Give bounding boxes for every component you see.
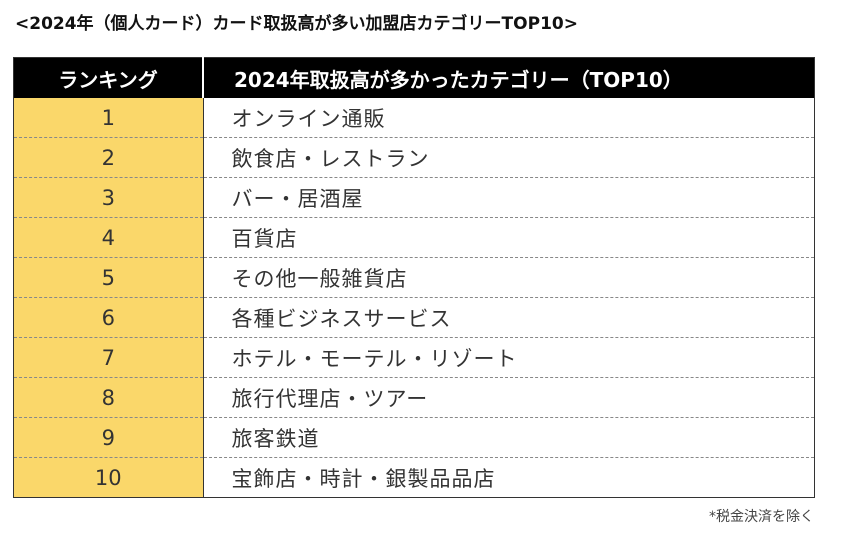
rank-cell: 7	[13, 337, 204, 378]
category-cell: その他一般雑貨店	[203, 257, 815, 298]
rank-cell: 4	[13, 217, 204, 258]
ranking-table: ランキング 2024年取扱高が多かったカテゴリー（TOP10） 1 オンライン通…	[13, 57, 815, 498]
rank-cell: 6	[13, 297, 204, 338]
table-row: 3 バー・居酒屋	[13, 177, 815, 218]
table-row: 7 ホテル・モーテル・リゾート	[13, 337, 815, 378]
table-row: 4 百貨店	[13, 217, 815, 258]
footnote: *税金決済を除く	[709, 509, 814, 525]
rank-cell: 1	[13, 98, 204, 138]
rank-cell: 10	[13, 457, 204, 498]
category-cell: 百貨店	[203, 217, 815, 258]
rank-cell: 5	[13, 257, 204, 298]
category-cell: 宝飾店・時計・銀製品品店	[203, 457, 815, 498]
rank-cell: 9	[13, 417, 204, 458]
table-row: 2 飲食店・レストラン	[13, 137, 815, 178]
table-row: 6 各種ビジネスサービス	[13, 297, 815, 338]
category-cell: 飲食店・レストラン	[203, 137, 815, 178]
rank-column-header: ランキング	[13, 57, 204, 98]
table-row: 9 旅客鉄道	[13, 417, 815, 458]
table-row: 8 旅行代理店・ツアー	[13, 377, 815, 418]
rank-cell: 2	[13, 137, 204, 178]
category-cell: 旅行代理店・ツアー	[203, 377, 815, 418]
table-header-row: ランキング 2024年取扱高が多かったカテゴリー（TOP10）	[13, 57, 815, 98]
table-row: 10 宝飾店・時計・銀製品品店	[13, 457, 815, 498]
category-cell: 各種ビジネスサービス	[203, 297, 815, 338]
table-row: 5 その他一般雑貨店	[13, 257, 815, 298]
category-cell: ホテル・モーテル・リゾート	[203, 337, 815, 378]
page-title: <2024年（個人カード）カード取扱高が多い加盟店カテゴリーTOP10>	[15, 14, 578, 34]
category-cell: オンライン通販	[203, 98, 815, 138]
category-column-header: 2024年取扱高が多かったカテゴリー（TOP10）	[203, 57, 815, 98]
table-row: 1 オンライン通販	[13, 98, 815, 138]
rank-cell: 3	[13, 177, 204, 218]
category-cell: バー・居酒屋	[203, 177, 815, 218]
category-cell: 旅客鉄道	[203, 417, 815, 458]
rank-cell: 8	[13, 377, 204, 418]
